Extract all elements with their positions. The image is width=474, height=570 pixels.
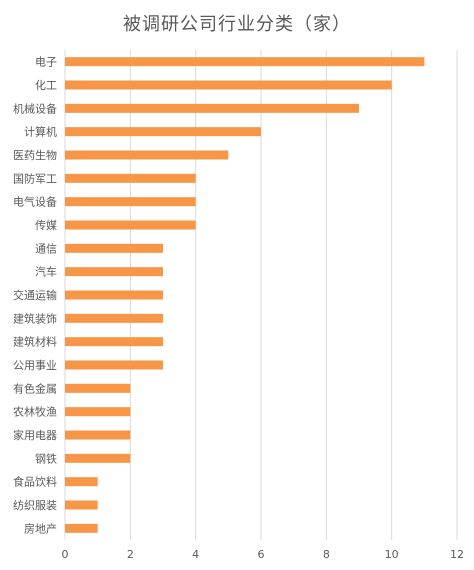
category-label-14: 有色金属 <box>13 381 57 395</box>
category-label-11: 建筑装饰 <box>13 311 57 325</box>
bar-0 <box>65 57 425 67</box>
category-label-3: 计算机 <box>24 125 57 139</box>
x-tick-label-6: 12 <box>450 548 464 561</box>
bar-6 <box>65 197 196 207</box>
category-label-4: 医药生物 <box>13 148 57 162</box>
category-label-6: 电气设备 <box>13 195 57 209</box>
bar-3 <box>65 127 261 137</box>
bar-15 <box>65 407 131 417</box>
category-label-0: 电子 <box>35 56 57 69</box>
category-label-20: 房地产 <box>24 521 57 535</box>
category-label-2: 机械设备 <box>13 101 57 115</box>
category-label-7: 传媒 <box>35 219 57 232</box>
bar-11 <box>65 313 163 323</box>
bar-5 <box>65 173 196 183</box>
bar-10 <box>65 290 163 300</box>
category-label-18: 食品饮料 <box>13 475 57 489</box>
chart-title: 被调研公司行业分类（家） <box>123 14 351 35</box>
bar-18 <box>65 477 98 487</box>
bar-14 <box>65 383 131 393</box>
bar-4 <box>65 150 229 160</box>
bar-16 <box>65 430 131 440</box>
x-tick-label-2: 4 <box>192 548 199 561</box>
category-label-1: 化工 <box>35 78 57 92</box>
category-label-19: 纺织服装 <box>13 498 57 512</box>
category-label-13: 公用事业 <box>13 359 57 372</box>
bar-2 <box>65 103 359 113</box>
category-label-10: 交通运输 <box>13 288 57 302</box>
bar-13 <box>65 360 163 370</box>
bar-9 <box>65 267 163 277</box>
category-label-5: 国防军工 <box>13 171 57 185</box>
bar-19 <box>65 500 98 510</box>
bar-17 <box>65 453 131 463</box>
category-label-12: 建筑材料 <box>13 335 57 349</box>
bar-1 <box>65 80 392 90</box>
category-label-17: 钢铁 <box>35 452 57 465</box>
bar-7 <box>65 220 196 230</box>
bar-12 <box>65 337 163 347</box>
category-label-15: 农林牧渔 <box>13 405 57 419</box>
x-tick-label-5: 10 <box>385 548 399 561</box>
x-tick-label-1: 2 <box>127 548 134 561</box>
category-label-8: 通信 <box>35 242 57 255</box>
bar-8 <box>65 243 163 253</box>
category-label-9: 汽车 <box>35 265 57 279</box>
bar-20 <box>65 523 98 533</box>
x-tick-label-4: 8 <box>323 548 330 561</box>
x-tick-label-0: 0 <box>62 548 69 561</box>
category-label-16: 家用电器 <box>13 428 57 442</box>
x-tick-label-3: 6 <box>258 548 265 561</box>
